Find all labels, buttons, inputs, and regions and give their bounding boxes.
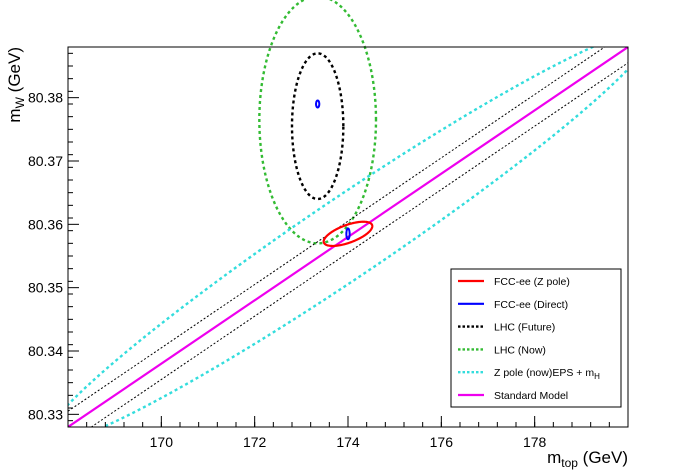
y-axis-title: mW (GeV) [5,47,27,123]
legend-label-lhc-future: LHC (Future) [494,322,555,334]
y-tick-label: 80.38 [28,90,63,106]
legend-box [450,268,622,408]
y-tick-label: 80.37 [28,153,63,169]
x-tick-label: 170 [150,434,174,450]
legend-label-fcc-ee-direct: FCC-ee (Direct) [494,299,568,311]
fcc-ee-direct-contour-1 [315,99,321,109]
y-tick-label: 80.34 [28,343,63,359]
legend-label-fcc-ee-z-pole: FCC-ee (Z pole) [494,276,570,288]
legend-label-standard-model: Standard Model [494,390,568,402]
fcc-ee-z-pole-contour [322,220,374,248]
x-tick-label: 172 [243,434,267,450]
fcc-ee-direct-contour-2 [345,227,351,241]
legend-label-z-pole-now-eps-m: Z pole (now)EPS + mH [494,367,600,381]
lhc-future-contour [290,52,345,201]
standard-model-line [68,47,628,427]
lhc-now-contour [258,0,378,245]
x-axis-title: mtop (GeV) [547,448,628,470]
y-tick-label: 80.36 [28,216,63,232]
standard-model-band-edge-1 [68,47,606,412]
y-tick-label: 80.33 [28,406,63,422]
x-tick-label: 174 [336,434,360,450]
y-tick-label: 80.35 [28,280,63,296]
legend: FCC-ee (Z pole) FCC-ee (Direct) LHC (Futur… [450,268,622,408]
standard-model-band-edge-2 [90,62,628,427]
x-tick-label: 178 [523,434,547,450]
x-tick-label: 176 [430,434,454,450]
z-pole-now-eps-m-contour [68,47,628,427]
legend-label-lhc-now: LHC (Now) [494,344,546,356]
